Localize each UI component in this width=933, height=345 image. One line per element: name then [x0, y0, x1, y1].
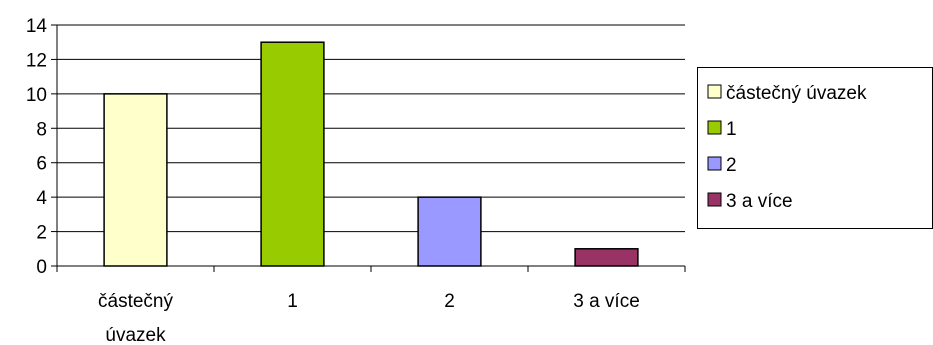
x-category-label: 1 — [287, 291, 298, 312]
y-tick-label: 10 — [26, 85, 47, 106]
y-tick-label: 4 — [36, 188, 47, 209]
x-category-label-line: částečný — [98, 291, 173, 312]
x-category-label-line: 3 a více — [573, 291, 640, 312]
x-category-label-line: 1 — [287, 291, 298, 312]
x-category-label: částečný úvazek — [98, 291, 173, 345]
legend-swatch — [707, 192, 722, 207]
legend-label: částečný úvazek — [726, 83, 867, 104]
y-tick-label: 8 — [36, 119, 47, 140]
axes — [51, 24, 686, 272]
x-category-label-line: úvazek — [105, 325, 166, 345]
y-tick-label: 2 — [36, 223, 47, 244]
legend-label: 3 a více — [726, 191, 793, 212]
bar — [103, 93, 168, 267]
x-category-label-line: 2 — [444, 291, 455, 312]
legend-swatch — [707, 84, 722, 99]
bar — [417, 196, 482, 267]
bars — [103, 41, 639, 267]
x-category-label: 3 a více — [573, 291, 640, 312]
x-category-label: 2 — [444, 291, 455, 312]
legend: částečný úvazek 1 2 3 a více — [697, 67, 933, 229]
y-tick-label: 0 — [36, 257, 47, 278]
legend-label: 1 — [726, 119, 737, 140]
x-category-labels: částečný úvazek 1 2 3 a více — [98, 291, 640, 345]
legend-swatch — [707, 120, 722, 135]
y-tick-label: 6 — [36, 154, 47, 175]
legend-box — [697, 67, 933, 229]
legend-swatch — [707, 156, 722, 171]
y-tick-labels: 0 2 4 6 8 10 12 14 — [26, 16, 48, 278]
bar — [260, 41, 325, 267]
legend-label: 2 — [726, 155, 737, 176]
y-tick-label: 14 — [26, 16, 48, 37]
y-tick-label: 12 — [26, 50, 47, 71]
bar — [574, 248, 639, 267]
